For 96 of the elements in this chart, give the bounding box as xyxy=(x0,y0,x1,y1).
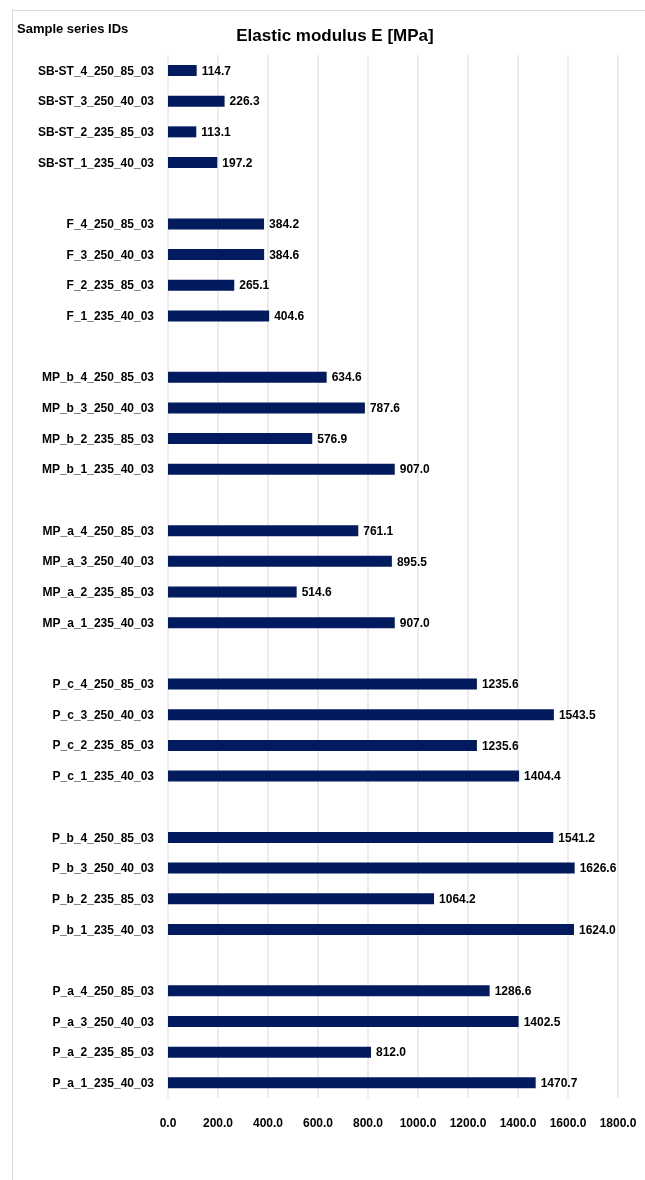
y-tick-label: SB-ST_1_235_40_03 xyxy=(37,155,155,170)
bar xyxy=(168,862,575,874)
data-label: 1626.6 xyxy=(579,861,617,876)
bar xyxy=(168,923,574,935)
x-tick-label: 600.0 xyxy=(302,1115,334,1130)
bar xyxy=(168,831,554,843)
data-label: 197.2 xyxy=(222,155,253,170)
data-label: 907.0 xyxy=(399,615,431,630)
bar xyxy=(168,65,197,76)
data-label: 1624.0 xyxy=(579,922,617,937)
y-tick-label: P_c_2_235_85_03 xyxy=(52,738,155,753)
x-tick-label: 1000.0 xyxy=(399,1115,437,1130)
data-label: 113.1 xyxy=(201,125,231,140)
y-tick-label: MP_a_2_235_85_03 xyxy=(42,585,155,600)
bar xyxy=(168,402,365,414)
data-label: 812.0 xyxy=(376,1045,407,1060)
chart-title: Elastic modulus E [MPa] xyxy=(236,26,434,45)
data-label: 1064.2 xyxy=(439,891,477,906)
data-label: 895.5 xyxy=(396,554,428,569)
x-tick-label: 200.0 xyxy=(202,1115,234,1130)
y-tick-label: P_c_1_235_40_03 xyxy=(52,769,155,784)
y-tick-label: MP_b_1_235_40_03 xyxy=(41,462,155,477)
bar xyxy=(168,1046,371,1058)
data-label: 907.0 xyxy=(399,462,431,477)
bar xyxy=(168,770,520,782)
data-label: 634.6 xyxy=(331,370,363,385)
data-label: 576.9 xyxy=(317,431,348,446)
y-tick-label: P_a_3_250_40_03 xyxy=(52,1014,155,1029)
y-tick-label: MP_b_4_250_85_03 xyxy=(41,370,155,385)
x-tick-label: 1400.0 xyxy=(499,1115,537,1130)
y-tick-label: MP_b_2_235_85_03 xyxy=(41,431,155,446)
bar xyxy=(168,157,218,169)
y-tick-label: F_2_235_85_03 xyxy=(66,278,155,293)
bar xyxy=(168,371,327,383)
bar xyxy=(168,218,265,230)
data-label: 1543.5 xyxy=(558,707,596,722)
y-tick-label: SB-ST_2_235_85_03 xyxy=(37,124,155,139)
data-label: 1235.6 xyxy=(481,677,519,692)
bar xyxy=(168,433,313,445)
data-label: 761.1 xyxy=(363,523,394,538)
data-label: 1402.5 xyxy=(523,1014,561,1029)
data-label: 114.7 xyxy=(201,63,232,78)
y-tick-label: P_b_4_250_85_03 xyxy=(51,830,155,845)
x-tick-label: 1800.0 xyxy=(599,1115,637,1130)
y-tick-label: MP_a_4_250_85_03 xyxy=(42,523,155,538)
bar xyxy=(168,586,297,598)
bar xyxy=(168,1015,519,1027)
y-tick-label: MP_a_1_235_40_03 xyxy=(42,615,155,630)
x-tick-label: 1200.0 xyxy=(449,1115,487,1130)
y-tick-label: P_a_1_235_40_03 xyxy=(52,1075,155,1090)
y-tick-label: P_c_4_250_85_03 xyxy=(52,677,155,692)
data-label: 1235.6 xyxy=(481,738,519,753)
bar xyxy=(168,617,395,629)
bar xyxy=(168,985,490,997)
x-tick-label: 400.0 xyxy=(252,1115,284,1130)
y-tick-label: F_1_235_40_03 xyxy=(66,309,155,324)
y-tick-label: P_a_2_235_85_03 xyxy=(52,1045,155,1060)
x-tick-label: 0.0 xyxy=(159,1115,177,1130)
data-label: 384.2 xyxy=(269,217,300,232)
y-tick-label: SB-ST_4_250_85_03 xyxy=(37,63,155,78)
bar xyxy=(168,95,225,107)
data-label: 265.1 xyxy=(239,278,270,293)
y-axis-title: Sample series IDs xyxy=(17,21,129,36)
data-label: 404.6 xyxy=(274,309,305,324)
y-tick-label: P_b_2_235_85_03 xyxy=(51,891,155,906)
y-tick-label: MP_a_3_250_40_03 xyxy=(42,554,155,569)
bar xyxy=(168,525,359,537)
y-tick-label: P_b_3_250_40_03 xyxy=(51,861,155,876)
data-label: 1404.4 xyxy=(524,769,562,784)
data-label: 1470.7 xyxy=(540,1076,578,1091)
bar xyxy=(168,249,265,261)
y-tick-label: P_a_4_250_85_03 xyxy=(52,983,155,998)
bar xyxy=(168,739,477,751)
bar xyxy=(168,893,435,905)
x-tick-label: 1600.0 xyxy=(549,1115,587,1130)
y-tick-label: P_b_1_235_40_03 xyxy=(51,922,155,937)
bar xyxy=(168,678,477,690)
data-label: 787.6 xyxy=(369,401,401,416)
bar xyxy=(168,126,197,138)
y-tick-label: SB-ST_3_250_40_03 xyxy=(37,94,155,109)
bar xyxy=(168,555,392,567)
y-tick-label: F_3_250_40_03 xyxy=(66,247,155,262)
y-tick-label: MP_b_3_250_40_03 xyxy=(41,401,155,416)
bar xyxy=(168,279,235,291)
bar xyxy=(168,463,395,475)
y-tick-label: P_c_3_250_40_03 xyxy=(52,707,155,722)
bar xyxy=(168,310,270,322)
data-label: 514.6 xyxy=(301,585,333,600)
bar xyxy=(168,1077,536,1089)
x-tick-label: 800.0 xyxy=(352,1115,384,1130)
bar xyxy=(168,709,554,721)
y-tick-label: F_4_250_85_03 xyxy=(66,216,155,231)
data-label: 384.6 xyxy=(269,247,300,262)
data-label: 1286.6 xyxy=(494,983,532,998)
data-label: 226.3 xyxy=(229,94,260,109)
data-label: 1541.2 xyxy=(558,830,596,845)
